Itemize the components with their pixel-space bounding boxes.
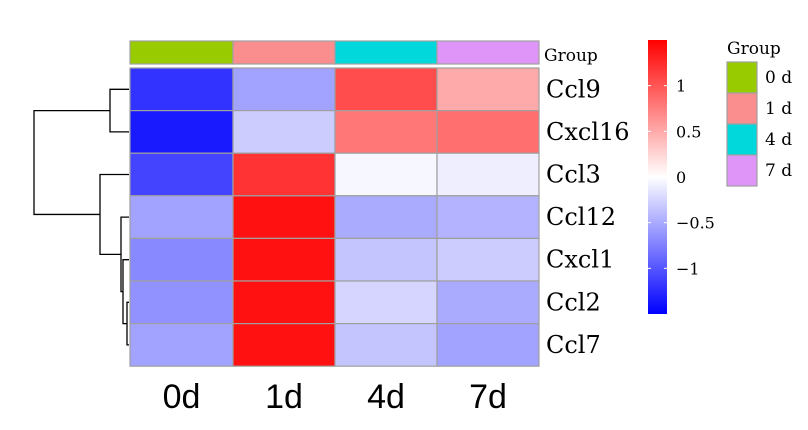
color-scale-legend: 1 0.5 0 −0.5 −1: [648, 40, 715, 314]
row-label: Ccl12: [546, 203, 616, 231]
scale-tick-label: 0: [676, 168, 686, 187]
row-label: Ccl9: [546, 75, 601, 103]
heatmap-cell: [232, 109, 336, 154]
column-label: 0d: [163, 378, 201, 416]
dendrogram-branch: [109, 88, 129, 133]
heatmap-cell: [334, 237, 438, 282]
heatmap-cell: [334, 67, 438, 112]
row-label: Ccl3: [546, 161, 601, 189]
legend-label: 7 d: [765, 161, 792, 181]
heatmap-cell: [129, 323, 234, 367]
heatmap-cell: [436, 323, 540, 367]
heatmap-cell: [232, 152, 336, 197]
heatmap-cell: [436, 195, 540, 240]
heatmap-cell: [436, 280, 540, 325]
annotation-cell: [232, 40, 336, 65]
annotation-cell: [436, 40, 540, 65]
column-labels: 0d 1d 4d 7d: [163, 378, 507, 416]
heatmap-cell: [334, 323, 438, 367]
legend-swatch: [726, 123, 758, 156]
heatmap-cell: [129, 109, 234, 154]
row-label: Cxcl16: [546, 118, 630, 146]
heatmap-cell: [232, 323, 336, 367]
heatmap-cell: [436, 109, 540, 154]
heatmap-cell: [232, 280, 336, 325]
heatmap-cell: [334, 109, 438, 154]
column-label: 4d: [367, 378, 405, 416]
dendrogram-branch: [33, 109, 110, 216]
dendrogram-branch: [122, 259, 129, 325]
scale-tick-label: −0.5: [676, 214, 715, 233]
legend-swatch: [726, 154, 758, 187]
heatmap-cell: [129, 67, 234, 112]
dendrogram-branch: [99, 173, 129, 256]
row-label: Ccl2: [546, 288, 601, 316]
dendrogram-branch: [126, 301, 129, 346]
annotation-cell: [129, 40, 234, 65]
column-label: 1d: [265, 378, 303, 416]
legend-label: 1 d: [765, 99, 792, 119]
annotation-label: Group: [544, 46, 598, 66]
heatmap-cell: [232, 195, 336, 240]
heatmap-cell: [129, 195, 234, 240]
annotation-cell: [334, 40, 438, 65]
legend-label: 4 d: [765, 130, 792, 150]
heatmap-cell: [436, 152, 540, 197]
heatmap-cell: [232, 67, 336, 112]
heatmap-cell: [334, 195, 438, 240]
scale-tick-label: −1: [676, 259, 700, 278]
heatmap-cell: [129, 152, 234, 197]
heatmap-cells: [129, 67, 540, 367]
heatmap-cell: [129, 280, 234, 325]
scale-tick-label: 1: [676, 77, 686, 96]
group-annotation-bar: [129, 40, 540, 65]
row-label: Cxcl1: [546, 246, 614, 274]
row-labels: Ccl9 Cxcl16 Ccl3 Ccl12 Cxcl1 Ccl2 Ccl7: [546, 75, 630, 359]
group-legend: Group 0 d 1 d 4 d 7 d: [726, 39, 792, 187]
scale-tick-label: 0.5: [676, 122, 701, 141]
row-dendrogram: [33, 88, 129, 346]
heatmap-cell: [436, 67, 540, 112]
heatmap-cell: [232, 237, 336, 282]
heatmap-cell: [334, 280, 438, 325]
group-legend-title: Group: [727, 39, 781, 59]
legend-swatch: [726, 92, 758, 125]
heatmap-cell: [436, 237, 540, 282]
dendrogram-branch: [120, 216, 129, 293]
column-label: 7d: [469, 378, 507, 416]
heatmap-cell: [334, 152, 438, 197]
heatmap-cell: [129, 237, 234, 282]
legend-swatch: [726, 61, 758, 94]
legend-label: 0 d: [765, 68, 792, 88]
color-scale-bar: [648, 40, 667, 314]
row-label: Ccl7: [546, 331, 601, 359]
